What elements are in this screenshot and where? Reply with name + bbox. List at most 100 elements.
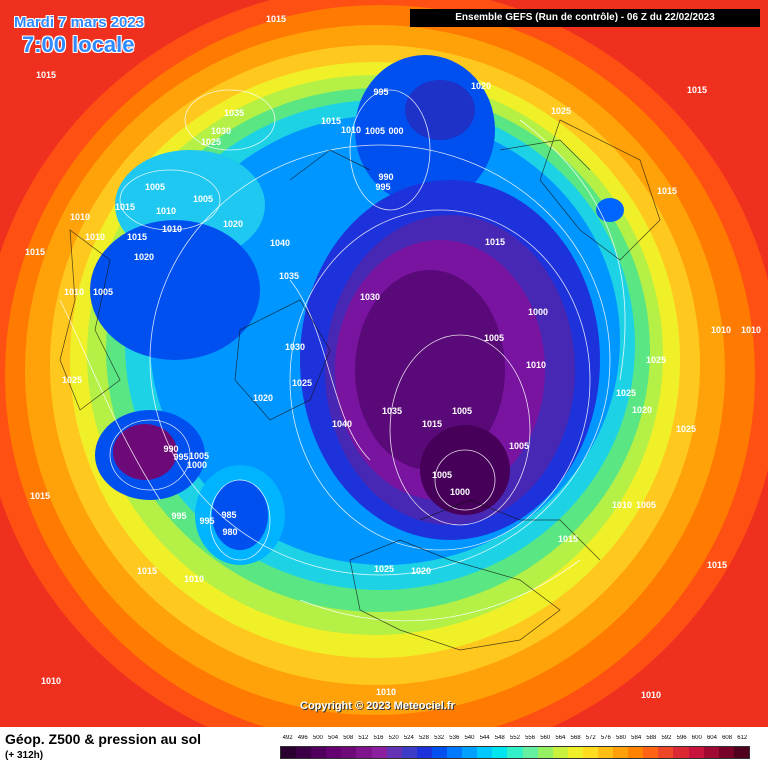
scale-tick-label: 544 <box>479 735 490 741</box>
scale-tick-label: 508 <box>343 735 354 741</box>
pressure-label: 995 <box>171 511 186 521</box>
pressure-label: 1005 <box>189 451 209 461</box>
pressure-label: 1035 <box>224 108 244 118</box>
pressure-label: 1005 <box>432 470 452 480</box>
pressure-label: 1010 <box>612 500 632 510</box>
scale-swatch <box>401 747 417 758</box>
scale-swatch <box>431 747 448 758</box>
scale-tick-label: 612 <box>737 735 748 741</box>
z500-low-atlantic <box>113 424 177 480</box>
pressure-label: 1015 <box>30 491 50 501</box>
scale-swatch <box>477 747 493 758</box>
pressure-label: 1005 <box>452 406 472 416</box>
scale-tick-label: 532 <box>434 735 445 741</box>
scale-tick-label: 536 <box>449 735 460 741</box>
scale-tick-label: 588 <box>646 735 657 741</box>
scale-swatch <box>492 747 508 758</box>
scale-tick-label: 504 <box>328 735 339 741</box>
pressure-label: 1010 <box>741 325 761 335</box>
scale-tick-label: 596 <box>676 735 687 741</box>
scale-swatch <box>628 747 644 758</box>
pressure-label: 1015 <box>657 186 677 196</box>
z500-small-low-asia <box>596 198 624 222</box>
z500-low-atlantic-2 <box>212 480 268 550</box>
pressure-label: 1005 <box>509 441 529 451</box>
scale-swatch <box>537 747 553 758</box>
pressure-label: 1010 <box>341 125 361 135</box>
lead-time: (+ 312h) <box>5 750 44 761</box>
scale-swatch <box>567 747 583 758</box>
pressure-label: 1015 <box>36 70 56 80</box>
geopotential-map: 1015 1015 1035 1030 1025 1015 1010 1005 000 995 10… <box>0 0 768 727</box>
scale-tick-label: 492 <box>282 735 293 741</box>
scale-swatch <box>311 747 327 758</box>
scale-tick-label: 552 <box>509 735 520 741</box>
pressure-label: 995 <box>199 516 214 526</box>
pressure-label: 1010 <box>184 574 204 584</box>
pressure-label: 980 <box>222 527 237 537</box>
pressure-label: 1015 <box>321 116 341 126</box>
pressure-label: 1005 <box>365 126 385 136</box>
pressure-label: 1025 <box>646 355 666 365</box>
scale-swatch <box>447 747 463 758</box>
scale-tick-label: 516 <box>373 735 384 741</box>
scale-tick-label: 576 <box>600 735 611 741</box>
scale-tick-label: 556 <box>525 735 536 741</box>
pressure-label: 1015 <box>707 560 727 570</box>
pressure-label: 1010 <box>641 690 661 700</box>
pressure-label: 1020 <box>471 81 491 91</box>
scale-swatch <box>597 747 614 758</box>
pressure-label: 1030 <box>285 342 305 352</box>
scale-tick-label: 548 <box>494 735 505 741</box>
pressure-label: 1015 <box>137 566 157 576</box>
scale-swatch <box>733 747 749 758</box>
pressure-label: 1020 <box>411 566 431 576</box>
scale-tick-label: 584 <box>631 735 642 741</box>
pressure-label: 1025 <box>374 564 394 574</box>
pressure-label: 1020 <box>253 393 273 403</box>
pressure-label: 1040 <box>332 419 352 429</box>
z500-low-pacific <box>405 80 475 140</box>
scale-swatch <box>281 747 297 758</box>
pressure-label: 1000 <box>187 460 207 470</box>
scale-swatch <box>507 747 523 758</box>
pressure-label: 1015 <box>127 232 147 242</box>
scale-tick-label: 512 <box>358 735 369 741</box>
scale-tick-label: 572 <box>585 735 596 741</box>
pressure-label: 1005 <box>193 194 213 204</box>
pressure-label: 1015 <box>485 237 505 247</box>
pressure-label: 1010 <box>85 232 105 242</box>
scale-swatch <box>386 747 402 758</box>
pressure-label: 1025 <box>616 388 636 398</box>
color-scale-ticks: 492 496 500 504 508 512 516 520 524 528 532 536 540 5… <box>280 735 750 746</box>
map-title: Géop. Z500 & pression au sol <box>5 731 202 747</box>
pressure-label: 1040 <box>270 238 290 248</box>
isobars <box>59 89 626 622</box>
pressure-label: 1035 <box>279 271 299 281</box>
scale-swatch <box>613 747 629 758</box>
pressure-label: 1025 <box>201 137 221 147</box>
scale-tick-label: 496 <box>297 735 308 741</box>
z500-band-504 <box>355 270 505 470</box>
scale-swatch <box>356 747 372 758</box>
scale-tick-label: 528 <box>418 735 429 741</box>
pressure-label: 1030 <box>360 292 380 302</box>
pressure-label: 1015 <box>687 85 707 95</box>
scale-tick-label: 568 <box>570 735 581 741</box>
forecast-date: Mardi 7 mars 2023 <box>14 14 145 31</box>
pressure-label: 1010 <box>376 687 396 697</box>
pressure-label: 1000 <box>450 487 470 497</box>
scale-tick-label: 608 <box>722 735 733 741</box>
pressure-label: 1025 <box>676 424 696 434</box>
scale-tick-label: 524 <box>403 735 414 741</box>
scale-swatch <box>718 747 734 758</box>
pressure-label: 995 <box>375 182 390 192</box>
scale-tick-label: 540 <box>464 735 475 741</box>
z500-low-hudson <box>90 220 260 360</box>
pressure-label: 1010 <box>70 212 90 222</box>
pressure-label: 1010 <box>526 360 546 370</box>
pressure-label: 1015 <box>558 534 578 544</box>
scale-swatch <box>522 747 538 758</box>
